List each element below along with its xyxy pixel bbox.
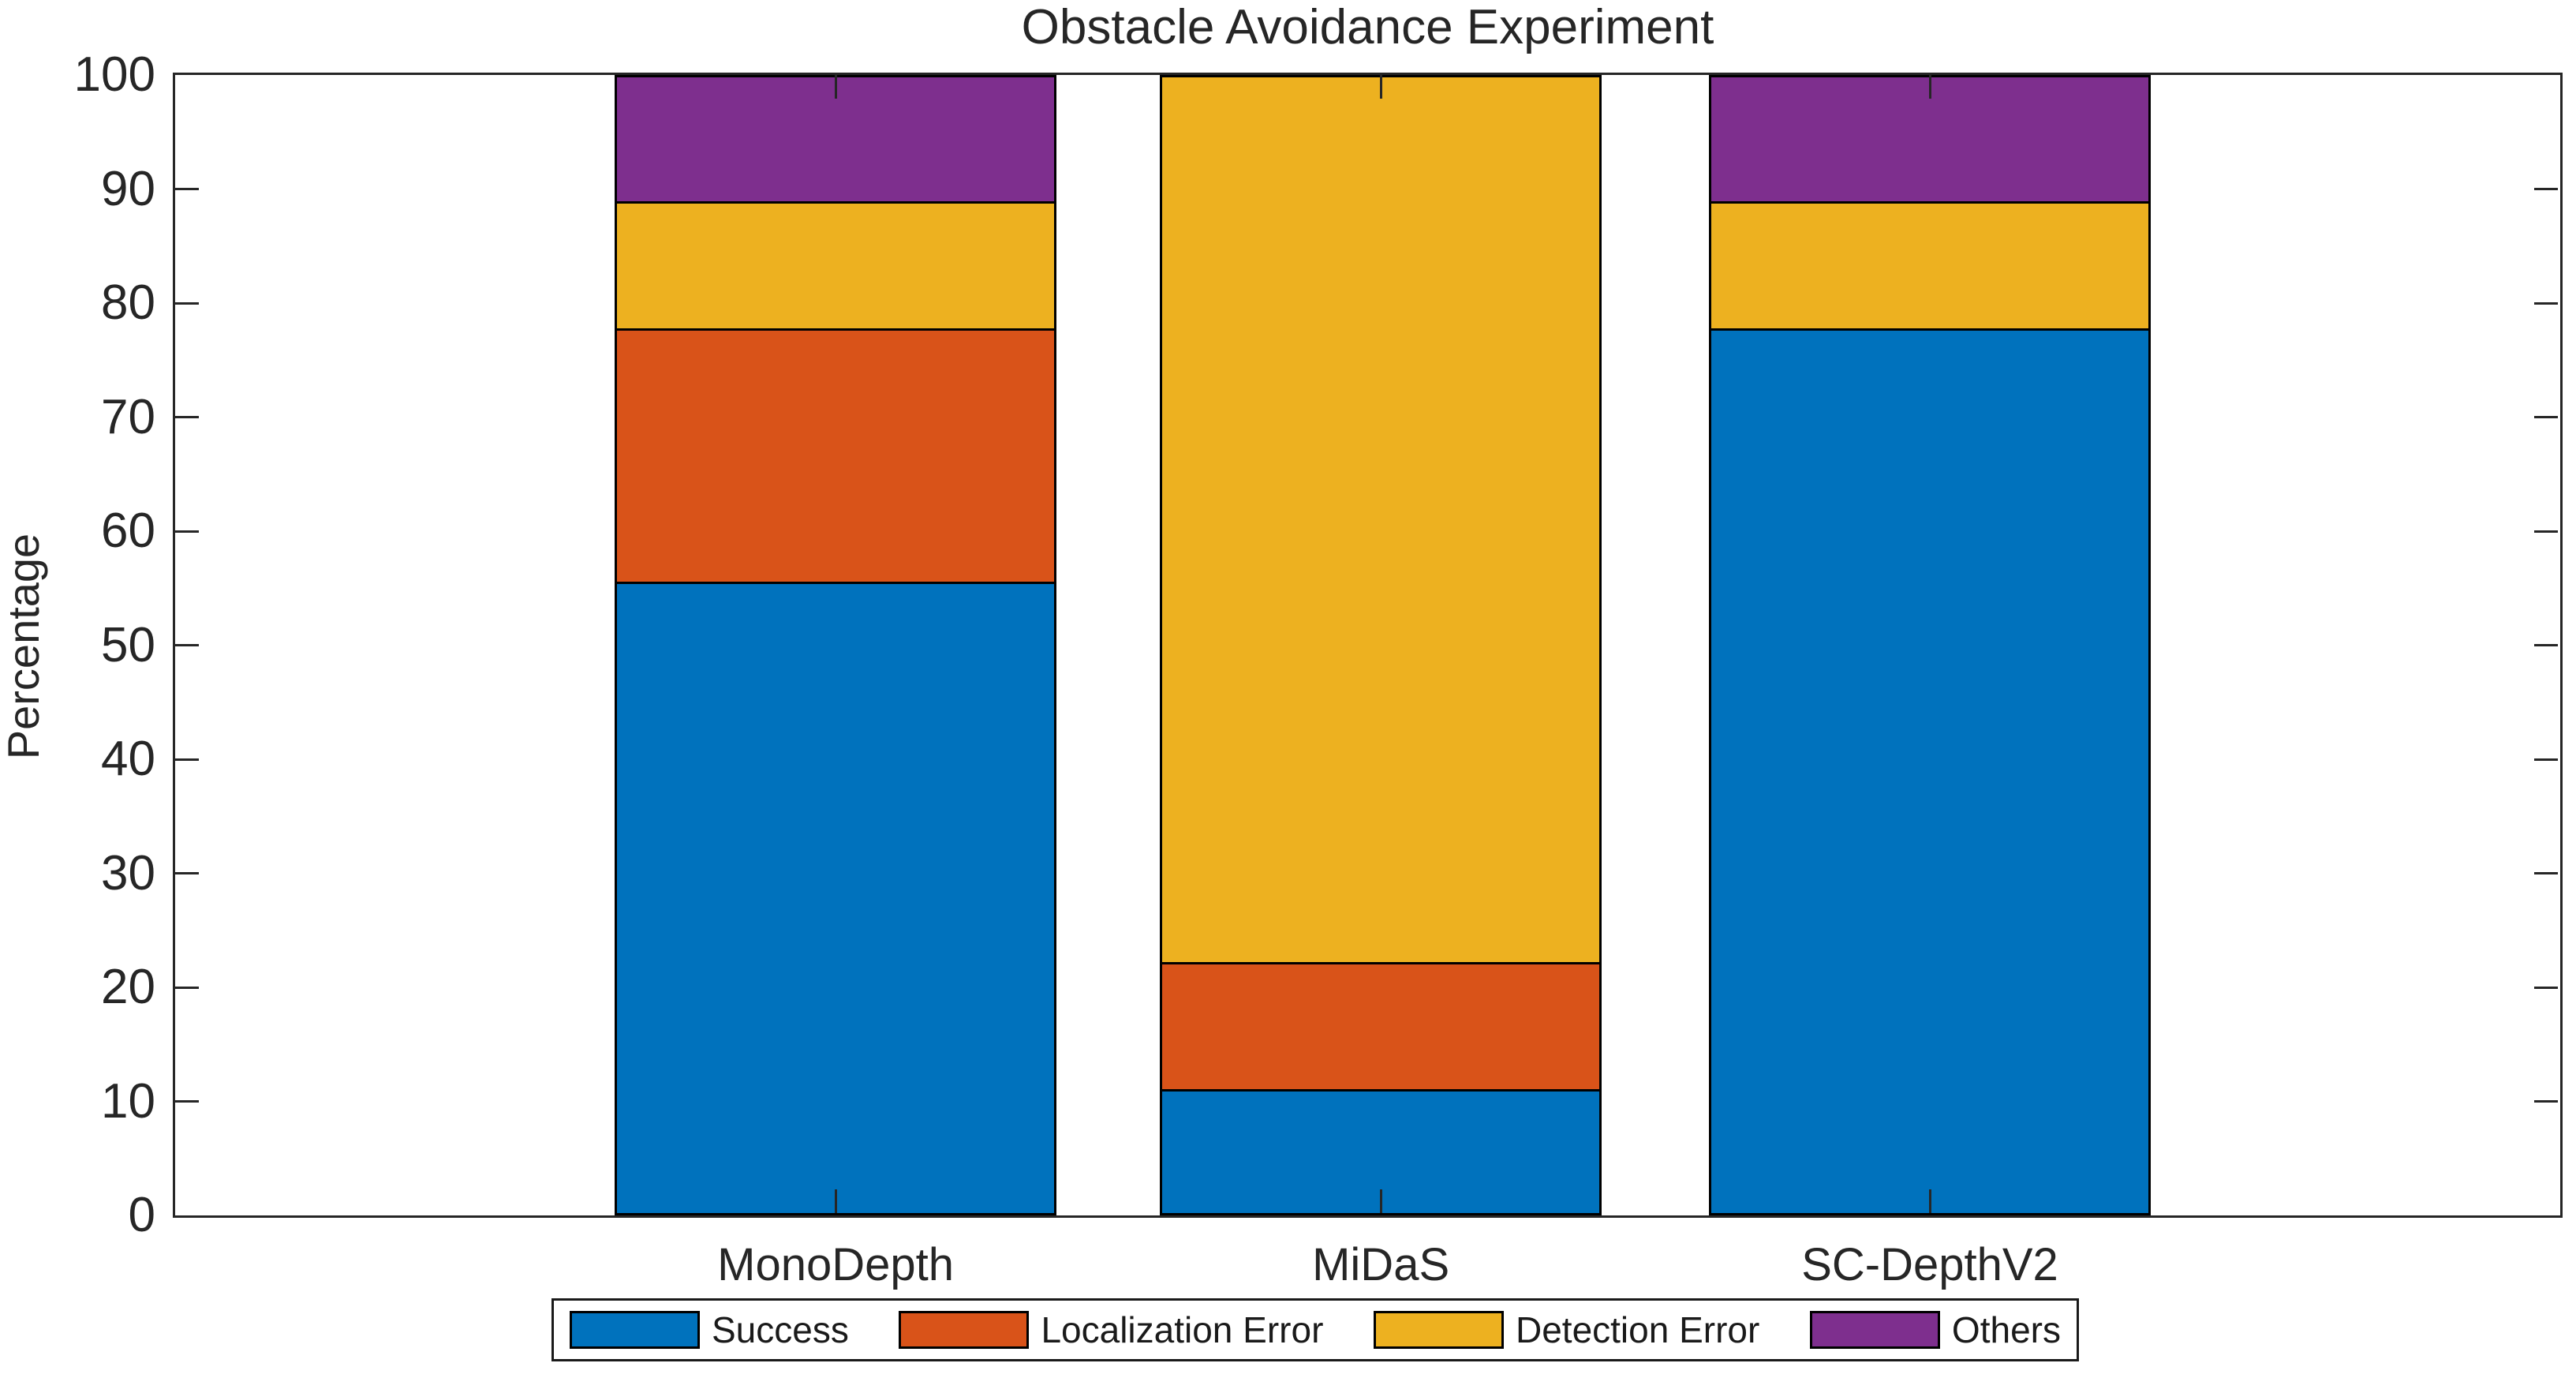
x-tick-top [834, 75, 837, 99]
x-tick-top [1379, 75, 1382, 99]
legend-label: Success [712, 1309, 849, 1350]
bar-segment-monodepth-detection-error [614, 201, 1057, 331]
y-tick-right [2534, 758, 2558, 761]
bar-segment-monodepth-localization-error [614, 328, 1057, 584]
bar-segment-sc-depthv2-detection-error [1708, 201, 2152, 331]
chart-title: Obstacle Avoidance Experiment [1021, 0, 1714, 54]
x-tick-top [1928, 75, 1931, 99]
y-tick-left [175, 416, 199, 418]
legend-item-others: Others [1809, 1309, 2061, 1350]
x-tick-label-midas: MiDaS [1312, 1239, 1450, 1290]
legend-label: Detection Error [1515, 1309, 1760, 1350]
y-tick-left [175, 1100, 199, 1103]
bar-segment-midas-localization-error [1160, 962, 1602, 1092]
plot-area [173, 73, 2563, 1218]
y-tick-left [175, 188, 199, 190]
y-tick-label: 10 [101, 1073, 155, 1129]
y-tick-left [175, 986, 199, 989]
y-tick-label: 100 [73, 47, 155, 102]
legend-item-success: Success [570, 1310, 849, 1350]
x-tick-bottom [1928, 1189, 1931, 1213]
y-tick-left [175, 301, 199, 305]
y-tick-right [2534, 986, 2558, 989]
x-tick-bottom [834, 1189, 837, 1213]
y-tick-label: 60 [101, 504, 155, 558]
y-tick-label: 30 [101, 845, 155, 901]
legend-swatch [899, 1311, 1030, 1349]
legend-item-detection-error: Detection Error [1373, 1309, 1760, 1350]
y-tick-label: 20 [101, 960, 155, 1014]
y-tick-right [2534, 188, 2558, 190]
legend-swatch [1809, 1311, 1940, 1349]
y-tick-left [175, 872, 199, 874]
bar-segment-monodepth-success [614, 581, 1057, 1215]
y-tick-right [2534, 872, 2558, 874]
y-tick-left [175, 758, 199, 761]
y-tick-label: 80 [101, 275, 155, 330]
y-tick-label: 70 [101, 389, 155, 444]
legend-label: Others [1951, 1309, 2061, 1350]
bar-segment-sc-depthv2-success [1708, 328, 2152, 1215]
y-tick-right [2534, 530, 2558, 533]
legend-label: Localization Error [1041, 1309, 1324, 1350]
y-tick-right [2534, 644, 2558, 646]
y-tick-left [175, 530, 199, 533]
y-tick-right [2534, 1100, 2558, 1103]
y-tick-right [2534, 301, 2558, 305]
y-tick-label: 0 [128, 1188, 155, 1242]
legend-swatch [570, 1311, 700, 1349]
legend: Success Localization Error Detection Error… [551, 1298, 2079, 1361]
y-tick-label: 90 [101, 161, 155, 216]
x-tick-label-sc-depthv2: SC-DepthV2 [1801, 1239, 2058, 1290]
y-tick-label: 50 [101, 617, 155, 672]
y-tick-right [2534, 416, 2558, 418]
legend-swatch [1373, 1311, 1504, 1349]
x-tick-bottom [1379, 1189, 1382, 1213]
x-tick-label-monodepth: MonoDepth [717, 1239, 954, 1290]
y-tick-label: 40 [101, 732, 155, 786]
y-tick-left [175, 644, 199, 646]
bar-segment-midas-detection-error [1160, 75, 1602, 965]
legend-item-localization-error: Localization Error [899, 1310, 1323, 1350]
